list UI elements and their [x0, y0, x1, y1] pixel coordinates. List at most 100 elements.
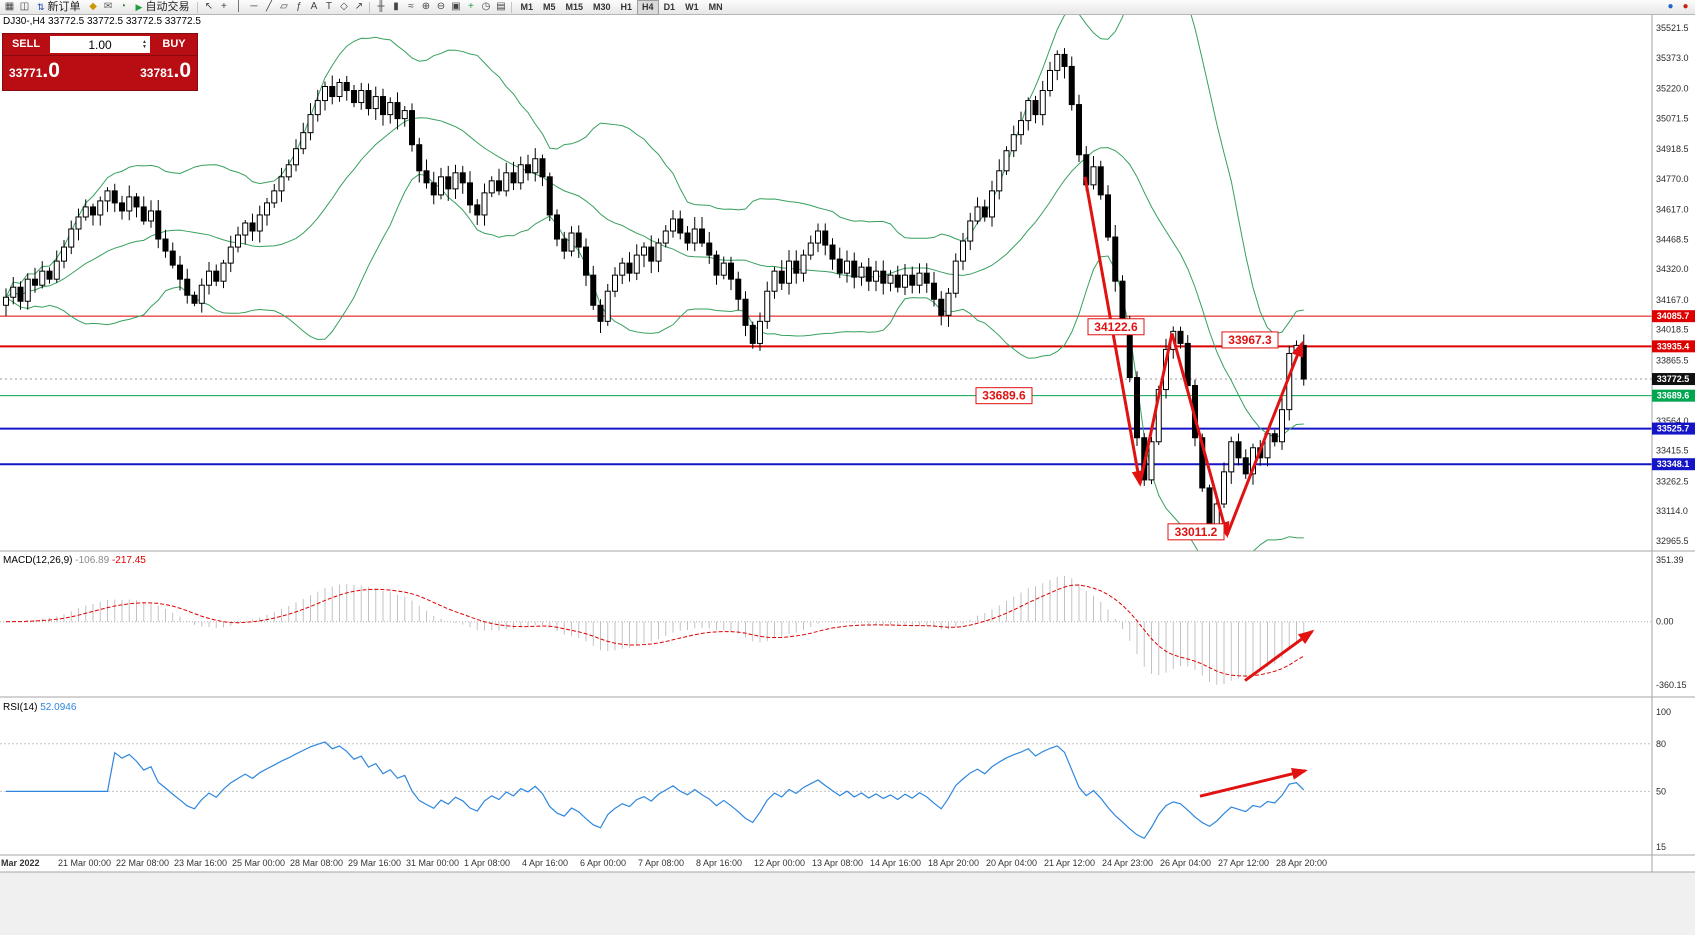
- candle: [249, 222, 256, 232]
- volume-spinner[interactable]: ▲ ▼: [142, 38, 147, 50]
- svg-text:34468.5: 34468.5: [1656, 234, 1689, 244]
- price-tag: [1652, 373, 1695, 386]
- price-annotation-box[interactable]: [975, 387, 1033, 405]
- timeframe-h1[interactable]: H1: [620, 1, 633, 12]
- candle: [119, 202, 125, 212]
- symbol-ohlc-line: DJ30-,H4 33772.5 33772.5 33772.5 33772.5: [3, 16, 201, 27]
- svg-text:Mar 2022: Mar 2022: [1, 858, 40, 868]
- fibonacci-icon[interactable]: ƒ: [296, 1, 302, 12]
- spin-up-icon[interactable]: ▲: [142, 38, 147, 45]
- candle: [728, 262, 734, 280]
- candle: [1300, 344, 1307, 380]
- chart-annotations[interactable]: 34122.6 33967.3 33689.6 33011.2: [975, 176, 1304, 541]
- trendline-icon[interactable]: ╱: [265, 1, 272, 12]
- shapes-icon[interactable]: ◇: [340, 1, 348, 12]
- connection-icon[interactable]: ●: [1667, 1, 1674, 12]
- candle: [90, 206, 96, 216]
- text-label-icon[interactable]: T: [325, 1, 333, 12]
- candle: [894, 274, 901, 288]
- svg-text:33935.4: 33935.4: [1657, 341, 1690, 351]
- new-chart-icon[interactable]: ▦: [4, 1, 15, 12]
- candle: [757, 320, 763, 344]
- candle: [684, 232, 691, 244]
- mailbox-icon[interactable]: ✉: [103, 1, 113, 12]
- volume-input[interactable]: 1.00 ▲ ▼: [50, 36, 150, 53]
- trend-arrow[interactable]: [1170, 332, 1230, 538]
- alert-icon[interactable]: ◆: [89, 1, 97, 12]
- candle: [1206, 487, 1213, 527]
- horizontal-line-icon[interactable]: ─: [250, 1, 258, 12]
- cursor-icon[interactable]: ↖: [204, 1, 214, 12]
- price-scale: 35521.5 35373.0 35220.0 35071.5 34918.5 34770…: [1652, 23, 1695, 852]
- candle: [97, 200, 104, 216]
- candle: [1047, 69, 1053, 92]
- candle: [459, 172, 466, 184]
- history-center-icon[interactable]: ◔: [120, 1, 127, 12]
- rsi-arrow[interactable]: [1199, 767, 1308, 798]
- candle: [1134, 377, 1140, 439]
- candle: [1090, 166, 1097, 186]
- candle: [467, 182, 473, 206]
- price-annotation-box[interactable]: [1167, 523, 1225, 541]
- sell-price-fraction: .0: [42, 59, 60, 82]
- bar-chart-icon[interactable]: ╫: [377, 1, 385, 12]
- macd-arrow[interactable]: [1244, 629, 1315, 682]
- svg-text:33114.0: 33114.0: [1656, 506, 1688, 516]
- candle: [24, 278, 31, 302]
- price-annotation-box[interactable]: [1221, 331, 1279, 349]
- timeframe-h4[interactable]: H4: [637, 0, 659, 15]
- timeframe-m5[interactable]: M5: [542, 1, 556, 12]
- svg-text:23 Mar 16:00: 23 Mar 16:00: [174, 858, 227, 868]
- timeframe-m30[interactable]: M30: [593, 1, 611, 12]
- timeframe-mn[interactable]: MN: [708, 1, 723, 12]
- new-order-button[interactable]: ⇅ 新订单: [32, 0, 86, 14]
- timeframe-w1[interactable]: W1: [685, 1, 699, 12]
- trend-arrow[interactable]: [1225, 340, 1304, 536]
- candle: [778, 270, 785, 284]
- arrow-object-icon[interactable]: ↗: [354, 1, 364, 12]
- timeframe-m1[interactable]: M1: [520, 1, 533, 12]
- auto-trading-button[interactable]: ▶ 自动交易: [131, 0, 195, 14]
- record-icon[interactable]: ●: [1682, 1, 1689, 12]
- svg-text:35373.0: 35373.0: [1656, 53, 1689, 63]
- timeframe-d1[interactable]: D1: [663, 1, 676, 12]
- buy-price: 33781 .0: [140, 59, 191, 83]
- timeframe-m15[interactable]: M15: [565, 1, 584, 12]
- line-chart-icon[interactable]: ≈: [408, 1, 414, 12]
- horizontal-lines[interactable]: [0, 315, 1652, 466]
- candle: [720, 262, 727, 276]
- periods-icon[interactable]: ◷: [481, 1, 491, 12]
- svg-text:351.39: 351.39: [1656, 555, 1684, 565]
- candle: [184, 278, 191, 296]
- candle: [198, 284, 205, 304]
- candlestick-icon[interactable]: ▮: [393, 1, 399, 12]
- candle: [271, 190, 278, 204]
- price-annotation-box[interactable]: [1087, 318, 1145, 336]
- candle: [169, 250, 176, 266]
- svg-text:8 Apr 16:00: 8 Apr 16:00: [696, 858, 742, 868]
- tile-windows-icon[interactable]: ▣: [451, 1, 461, 12]
- zoom-out-icon[interactable]: ⊖: [436, 1, 446, 12]
- candle: [989, 190, 995, 218]
- candle: [372, 96, 379, 110]
- trend-arrow[interactable]: [1138, 333, 1174, 485]
- chart-profiles-icon[interactable]: ◫: [19, 1, 30, 12]
- crosshair-icon[interactable]: +: [221, 1, 227, 12]
- channel-icon[interactable]: ▱: [280, 1, 288, 12]
- zoom-in-icon[interactable]: ⊕: [421, 1, 431, 12]
- candle: [836, 258, 843, 274]
- indicators-icon[interactable]: +: [468, 1, 474, 12]
- buy-button[interactable]: BUY: [162, 38, 186, 50]
- candle: [452, 172, 459, 190]
- candle: [655, 242, 662, 262]
- text-icon[interactable]: A: [310, 1, 318, 12]
- vertical-line-icon[interactable]: │: [235, 1, 243, 12]
- candle: [1242, 457, 1249, 475]
- sell-button[interactable]: SELL: [11, 38, 41, 50]
- candle: [749, 324, 756, 344]
- svg-text:21 Apr 12:00: 21 Apr 12:00: [1044, 858, 1095, 868]
- sell-price-main: 33771: [9, 66, 43, 80]
- templates-icon[interactable]: ▤: [496, 1, 506, 12]
- spin-down-icon[interactable]: ▼: [142, 43, 147, 50]
